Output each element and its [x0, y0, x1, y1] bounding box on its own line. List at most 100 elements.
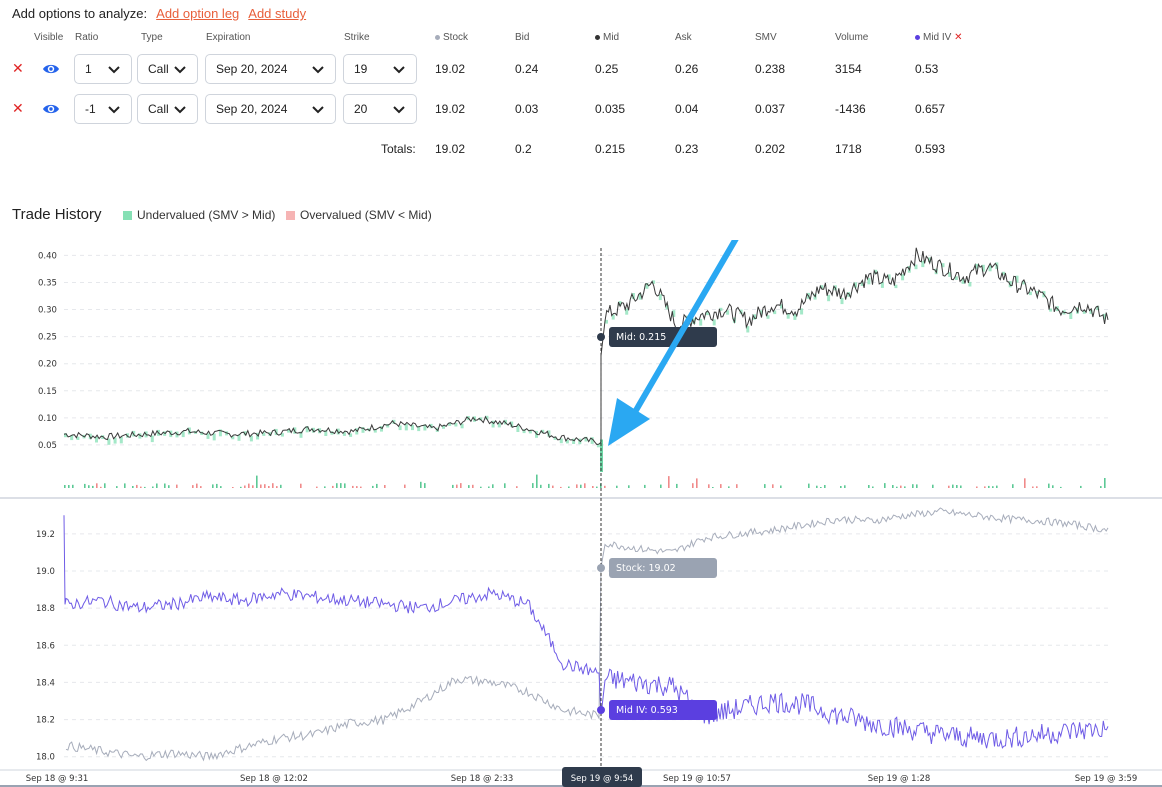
type-select-2[interactable]: Call — [137, 94, 198, 124]
y-tick-label: 0.10 — [38, 414, 57, 424]
volume-bar — [948, 485, 950, 488]
volume-bar — [176, 484, 178, 488]
remove-leg-2-icon[interactable]: ✕ — [12, 100, 24, 116]
volume-bar — [268, 486, 270, 488]
eye-icon[interactable] — [42, 102, 60, 116]
volume-bar — [820, 487, 822, 488]
add-option-leg-link[interactable]: Add option leg — [156, 6, 240, 21]
strike-select-1[interactable]: 19 — [343, 54, 417, 84]
expiration-select-2[interactable]: Sep 20, 2024 — [205, 94, 336, 124]
smv-band-mark — [961, 278, 965, 284]
volume-bar — [628, 485, 630, 488]
analyze-prompt: Add options to analyze: — [12, 6, 148, 21]
svg-text:Mid IV: 0.593: Mid IV: 0.593 — [616, 705, 678, 716]
smv-band-mark — [1002, 271, 1005, 275]
smv-band-mark — [901, 274, 905, 281]
smv-band-mark — [231, 436, 235, 440]
volume-bar — [192, 485, 194, 488]
volume-bar — [88, 485, 90, 488]
totals-bid: 0.2 — [515, 142, 532, 156]
smv-band-mark — [113, 437, 117, 444]
volume-bar — [1100, 486, 1102, 488]
volume-bar — [840, 486, 842, 488]
volume-bar — [668, 476, 670, 488]
smv-band-mark — [726, 310, 730, 315]
smv-band-mark — [386, 424, 390, 428]
y-tick-label: 0.15 — [38, 387, 57, 397]
smv-band-mark — [921, 260, 925, 268]
volume-bar — [708, 484, 710, 488]
smv-band-mark — [780, 304, 783, 309]
chevron-down-icon — [174, 66, 186, 74]
smv-band-mark — [361, 427, 365, 433]
totals-label: Totals: — [381, 142, 416, 156]
smv-band-mark — [874, 269, 878, 274]
volume-bar — [736, 484, 738, 488]
smv-band-mark — [860, 282, 864, 286]
volume-bar — [124, 483, 126, 488]
smv-band-mark — [212, 433, 216, 441]
trade-history-chart[interactable]: 0.050.100.150.200.250.300.350.40 18.018.… — [0, 240, 1162, 787]
smv-band-mark — [516, 425, 520, 432]
volume-bar — [372, 485, 374, 488]
volume-bar — [568, 486, 570, 488]
totals-mid-iv: 0.593 — [915, 142, 946, 156]
expiration-select-1[interactable]: Sep 20, 2024 — [205, 54, 336, 84]
smv-band-mark — [894, 284, 898, 289]
y-tick-label: 19.2 — [36, 530, 55, 540]
volume-bar — [696, 478, 698, 488]
volume-bar — [136, 484, 138, 488]
smv-band-mark — [867, 277, 871, 285]
ratio-select-1[interactable]: 1 — [74, 54, 132, 84]
y-tick-label: 0.30 — [38, 306, 57, 316]
legend-overvalued: Overvalued (SMV < Mid) — [286, 208, 432, 222]
smv-band-mark — [712, 319, 716, 326]
volume-bar — [892, 485, 894, 488]
smv-band-mark — [150, 435, 154, 443]
remove-leg-1-icon[interactable]: ✕ — [12, 60, 24, 76]
volume-bar — [104, 483, 106, 488]
volume-bar — [712, 487, 714, 488]
smv-band-mark — [342, 432, 346, 436]
smv-band-mark — [820, 285, 824, 289]
volume-bar — [336, 483, 338, 488]
smv-band-mark — [206, 433, 210, 439]
strike-select-2[interactable]: 20 — [343, 94, 417, 124]
smv-band-mark — [800, 308, 804, 315]
volume-bar — [548, 483, 550, 488]
remove-study-icon[interactable]: ✕ — [954, 32, 963, 43]
leg-1-mid: 0.25 — [595, 62, 619, 76]
ratio-select-2[interactable]: -1 — [74, 94, 132, 124]
volume-bar — [540, 484, 542, 488]
mid-iv-tooltip: Mid IV: 0.593 — [597, 700, 717, 720]
smv-band-mark — [528, 429, 532, 434]
smv-band-mark — [417, 426, 421, 432]
volume-bar — [660, 484, 662, 488]
volume-bar — [536, 474, 538, 488]
smv-band-mark — [95, 436, 98, 443]
undervalued-swatch-icon — [123, 210, 132, 220]
y-tick-label: 19.0 — [36, 567, 55, 577]
smv-band-mark — [287, 429, 291, 433]
volume-bar — [100, 486, 102, 488]
smv-band-mark — [138, 433, 142, 439]
smv-band-mark — [672, 310, 676, 317]
y-tick-label: 0.05 — [38, 441, 57, 451]
volume-bar — [976, 486, 978, 488]
leg-1-volume: 3154 — [835, 62, 862, 76]
volume-bar — [504, 483, 506, 488]
smv-band-mark — [968, 281, 972, 287]
smv-band-mark — [665, 305, 669, 310]
volume-bar — [152, 486, 154, 488]
smv-band-mark — [746, 326, 750, 333]
smv-band-mark — [759, 310, 763, 315]
add-study-link[interactable]: Add study — [248, 6, 307, 21]
volume-bar — [264, 484, 266, 488]
volume-bar — [956, 485, 958, 488]
eye-icon[interactable] — [42, 62, 60, 76]
smv-band-mark — [880, 282, 884, 288]
smv-band-mark — [200, 431, 204, 435]
volume-bar — [996, 485, 998, 488]
volume-bar — [552, 485, 554, 488]
type-select-1[interactable]: Call — [137, 54, 198, 84]
